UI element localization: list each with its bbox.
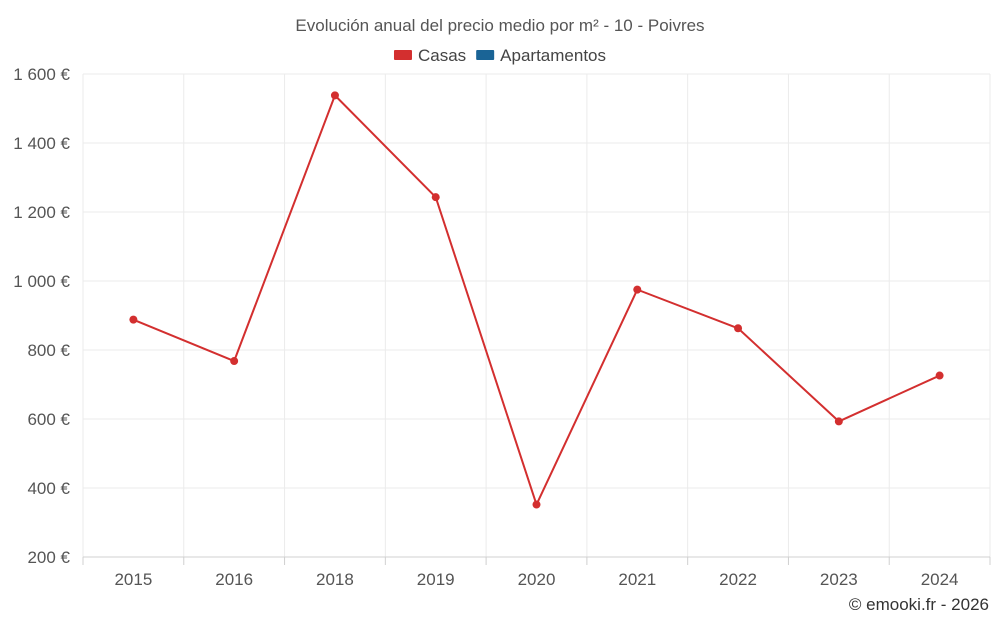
grid (82, 73, 991, 565)
series-line-casas (133, 94, 941, 506)
legend-swatch-apartamentos[interactable] (476, 50, 495, 60)
data-point-2021[interactable] (633, 285, 642, 294)
y-tick-label: 600 € (27, 410, 70, 429)
y-tick-label: 1 600 € (13, 65, 70, 84)
x-axis: 2015 2016 2018 2019 2020 2021 2022 2023 2024 (114, 570, 958, 589)
x-tick-label: 2019 (417, 570, 455, 589)
data-point-2016[interactable] (230, 357, 239, 366)
y-tick-label: 800 € (27, 341, 70, 360)
y-tick-label: 1 200 € (13, 203, 70, 222)
y-axis: 200 € 400 € 600 € 800 € 1 000 € 1 200 € 1 400 … (13, 65, 70, 567)
data-point-2024[interactable] (935, 371, 944, 380)
x-tick-label: 2015 (114, 570, 152, 589)
credit-text: © emooki.fr - 2026 (849, 595, 989, 614)
data-point-2020[interactable] (532, 500, 541, 509)
x-tick-label: 2018 (316, 570, 354, 589)
data-point-2022[interactable] (734, 324, 743, 333)
data-point-2023[interactable] (834, 417, 843, 426)
legend-swatch-casas[interactable] (393, 50, 412, 60)
legend-label-apartamentos: Apartamentos (500, 46, 606, 65)
legend-label-casas: Casas (418, 46, 466, 65)
y-tick-label: 400 € (27, 479, 70, 498)
data-point-2015[interactable] (129, 315, 138, 324)
y-tick-label: 1 000 € (13, 272, 70, 291)
x-tick-label: 2016 (215, 570, 253, 589)
y-tick-label: 200 € (27, 548, 70, 567)
x-tick-label: 2020 (518, 570, 556, 589)
x-tick-label: 2024 (921, 570, 959, 589)
chart-title: Evolución anual del precio medio por m² … (295, 16, 704, 35)
data-point-2019[interactable] (431, 193, 440, 202)
x-tick-label: 2022 (719, 570, 757, 589)
data-point-2018[interactable] (330, 91, 339, 100)
y-tick-label: 1 400 € (13, 134, 70, 153)
series (129, 91, 944, 509)
x-tick-label: 2021 (618, 570, 656, 589)
x-tick-label: 2023 (820, 570, 858, 589)
legend: Casas Apartamentos (393, 46, 606, 65)
